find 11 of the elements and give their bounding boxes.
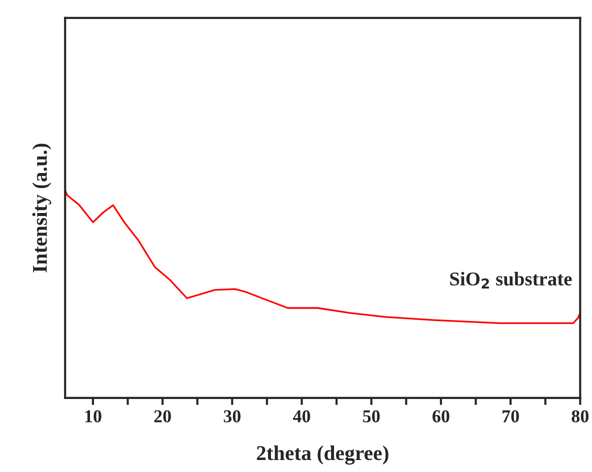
x-tick-label: 60: [432, 410, 450, 422]
x-tick-label: 10: [85, 410, 102, 422]
annotation: SiO$_{2}$ substrate: [450, 272, 572, 289]
x-axis-title: 2theta (degree): [256, 446, 388, 465]
x-tick-label: 70: [502, 410, 519, 422]
x-tick-label: 50: [363, 410, 380, 422]
x-tick-label: 30: [224, 410, 240, 422]
x-tick-label: 20: [154, 410, 171, 422]
x-tick-label: 40: [292, 410, 310, 422]
y-axis-title: Intensity (a.u.): [32, 144, 52, 272]
x-tick-label: 80: [572, 410, 588, 422]
